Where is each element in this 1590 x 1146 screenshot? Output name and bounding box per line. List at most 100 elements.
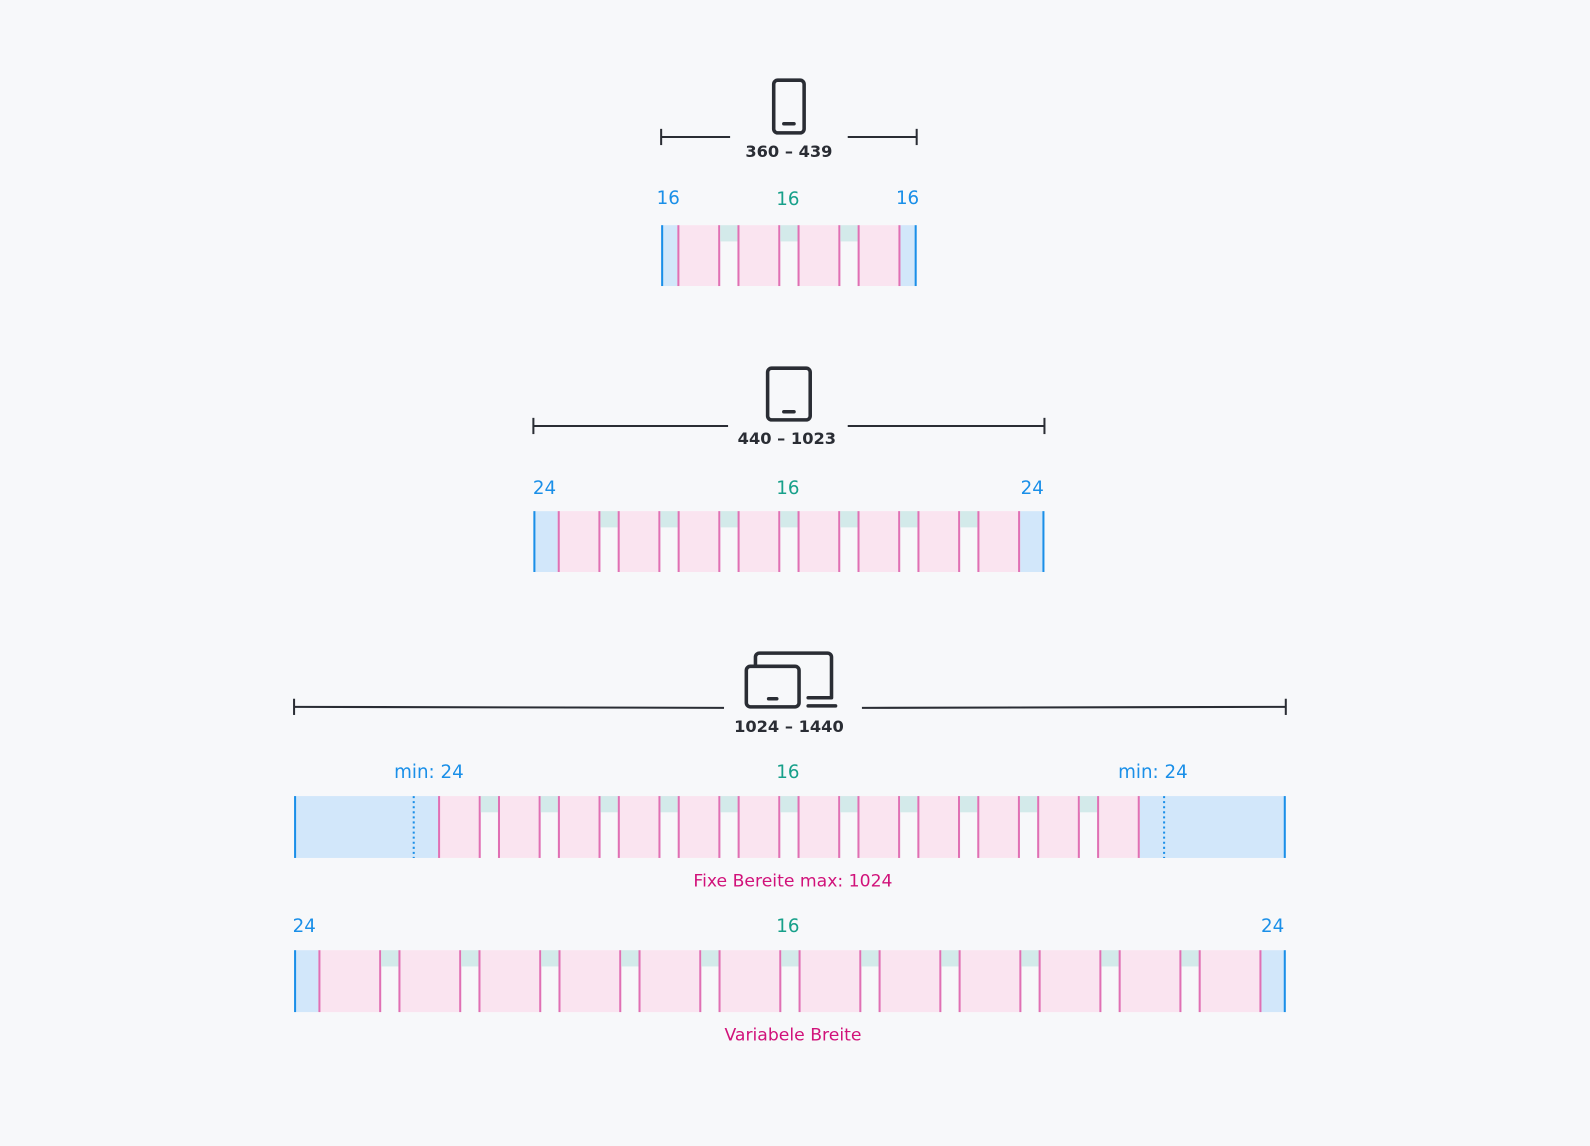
- margin-right: [900, 225, 917, 287]
- grid-gutter: [840, 511, 858, 528]
- grid-gutter: [840, 796, 858, 813]
- grid-gutter: [780, 796, 798, 813]
- width-measure-line: [532, 417, 1046, 435]
- grid-column: [558, 950, 622, 1013]
- grid-gutter: [780, 225, 798, 242]
- grid-mobile: [661, 225, 917, 287]
- tablet-icon: [765, 366, 812, 422]
- width-measure-line: [293, 698, 1287, 715]
- grid-column: [977, 796, 1020, 858]
- grid-gutter: [781, 950, 799, 967]
- margin-right-label: 24: [1261, 916, 1284, 937]
- margin-left-label: 16: [657, 188, 680, 209]
- grid-column: [718, 950, 782, 1013]
- grid-tablet: [533, 511, 1045, 572]
- margin-left-label: min: 24: [394, 762, 464, 783]
- grid-gutter: [1101, 950, 1119, 967]
- grid-gutter: [541, 950, 559, 967]
- grid-column: [557, 511, 601, 572]
- grid-column: [878, 950, 942, 1013]
- grid-column: [1198, 950, 1262, 1013]
- margin-left: [294, 796, 439, 858]
- desktop-devices-icon: [744, 651, 838, 709]
- grid-gutter: [701, 950, 719, 967]
- grid-gutter: [941, 950, 959, 967]
- breakpoint-mobile: 360 – 439 16 16 16: [657, 78, 919, 287]
- grid-column: [737, 511, 781, 572]
- grid-column: [977, 511, 1021, 572]
- margin-right-label: 24: [1021, 478, 1044, 499]
- grid-column: [958, 950, 1022, 1013]
- fixed-width-caption: Fixe Bereite max: 1024: [693, 871, 892, 891]
- range-label: 440 – 1023: [738, 429, 836, 448]
- grid-column: [617, 796, 661, 858]
- grid-gutter: [1019, 796, 1038, 813]
- grid-gutter: [1021, 950, 1039, 967]
- grid-gutter: [381, 950, 399, 967]
- grid-gutter: [660, 796, 678, 813]
- grid-gutter: [461, 950, 479, 967]
- grid-gutter: [600, 796, 618, 813]
- width-measure-line: [660, 128, 918, 146]
- margin-left: [294, 950, 319, 1013]
- grid-column: [917, 511, 961, 572]
- margin-right: [1020, 511, 1045, 572]
- gutter-label: 16: [776, 189, 799, 210]
- gutter-label: 16: [776, 916, 799, 937]
- grid-gutter: [900, 511, 918, 528]
- grid-column: [857, 225, 901, 287]
- grid-desktop-fluid: [294, 950, 1286, 1013]
- grid-gutter: [840, 225, 858, 242]
- grid-gutter: [720, 796, 738, 813]
- grid-gutter: [900, 796, 918, 813]
- margin-right-label: 16: [896, 188, 919, 209]
- grid-gutter: [1079, 796, 1098, 813]
- grid-column: [398, 950, 462, 1013]
- grid-column: [677, 225, 721, 287]
- variable-width-caption: Variabele Breite: [724, 1025, 861, 1045]
- grid-column: [917, 796, 961, 858]
- grid-column: [1118, 950, 1182, 1013]
- grid-column: [857, 796, 901, 858]
- grid-gutter: [960, 511, 978, 528]
- grid-column: [557, 796, 601, 858]
- margin-right: [1139, 796, 1286, 858]
- grid-column: [1038, 950, 1102, 1013]
- grid-gutter: [540, 796, 558, 813]
- margin-left-label: 24: [293, 916, 316, 937]
- range-label: 1024 – 1440: [734, 717, 844, 736]
- grid-column: [438, 796, 481, 858]
- margin-right: [1261, 950, 1286, 1013]
- grid-desktop-fixed: [294, 796, 1286, 858]
- grid-column: [798, 950, 862, 1013]
- grid-gutter: [1181, 950, 1199, 967]
- grid-column: [737, 225, 781, 287]
- gutter-label: 16: [776, 478, 799, 499]
- grid-gutter: [780, 511, 798, 528]
- grid-column: [797, 511, 841, 572]
- margin-left-label: 24: [533, 478, 556, 499]
- margin-left: [661, 225, 678, 287]
- grid-column: [478, 950, 542, 1013]
- margin-right-label: min: 24: [1118, 762, 1188, 783]
- grid-gutter: [480, 796, 498, 813]
- grid-column: [1097, 796, 1140, 858]
- grid-column: [497, 796, 541, 858]
- grid-column: [1037, 796, 1080, 858]
- grid-column: [638, 950, 702, 1013]
- grid-gutter: [720, 511, 738, 528]
- breakpoint-tablet: 440 – 1023 24 16 24: [532, 366, 1046, 572]
- grid-column: [797, 225, 841, 287]
- grid-column: [737, 796, 781, 858]
- range-label: 360 – 439: [745, 142, 832, 161]
- grid-gutter: [960, 796, 978, 813]
- grid-gutter: [660, 511, 678, 528]
- grid-column: [677, 796, 721, 858]
- breakpoint-desktop: 1024 – 1440 min: 24 16 min: 24 Fixe Bere…: [293, 651, 1287, 1045]
- grid-gutter: [861, 950, 879, 967]
- grid-column: [857, 511, 901, 572]
- smartphone-icon: [771, 78, 806, 135]
- grid-gutter: [621, 950, 639, 967]
- margin-left: [533, 511, 558, 572]
